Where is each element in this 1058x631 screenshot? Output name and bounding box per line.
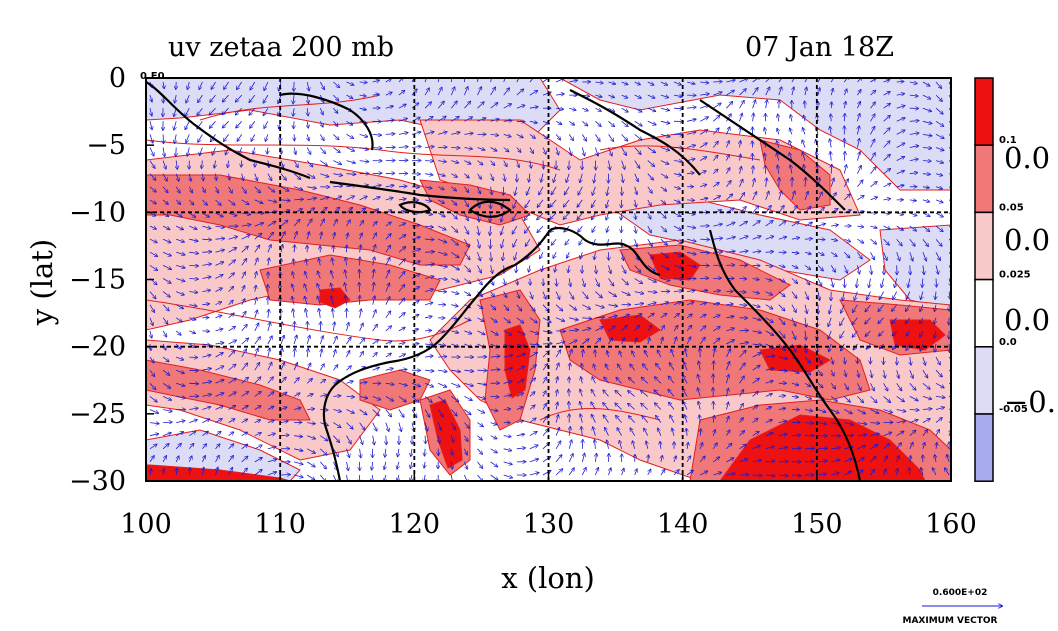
y-tick-label: −30 bbox=[69, 466, 126, 497]
coastline bbox=[146, 81, 862, 481]
max-vector-label: MAXIMUM VECTOR bbox=[902, 616, 997, 626]
x-tick-label: 150 bbox=[791, 509, 843, 540]
colorbar-big-label: 0.0 bbox=[1004, 141, 1050, 175]
colorbar-big-label: 0.0 bbox=[1004, 223, 1050, 257]
colorbar-box bbox=[974, 77, 994, 146]
y-axis-ticks: 0 −5 −10 −15 −20 −25 −30 bbox=[69, 63, 154, 497]
colorbar-small-label: 0.0 bbox=[999, 337, 1017, 348]
x-axis-label: x (lon) bbox=[501, 561, 595, 595]
y-tick-label: 0 bbox=[109, 63, 126, 94]
y-tick-label: −20 bbox=[69, 332, 126, 363]
wind-vectors bbox=[150, 78, 951, 481]
x-tick-label: 160 bbox=[925, 509, 977, 540]
colorbar-small-label: 0.1 bbox=[999, 135, 1017, 146]
max-vector-legend: 0.600E+02 MAXIMUM VECTOR bbox=[902, 588, 1002, 626]
colorbar-small-label: 0.05 bbox=[999, 202, 1024, 213]
colorbar-big-label: 0.0 bbox=[1004, 303, 1050, 337]
y-tick-label: −15 bbox=[69, 265, 126, 296]
colorbar-box bbox=[974, 278, 994, 348]
plot-title-left: uv zetaa 200 mb bbox=[168, 32, 394, 63]
y-tick-label: −5 bbox=[86, 130, 126, 161]
colorbar-box bbox=[974, 144, 994, 214]
y-tick-label: −25 bbox=[69, 399, 126, 430]
corner-label: 0.E0 bbox=[140, 71, 165, 82]
x-tick-label: 130 bbox=[523, 509, 575, 540]
colorbar-small-label: -0.05 bbox=[999, 404, 1028, 415]
colorbar-box bbox=[974, 413, 994, 482]
colorbar-small-label: 0.025 bbox=[999, 270, 1031, 281]
lat-lon-grid bbox=[146, 78, 951, 481]
colorbar-box bbox=[974, 211, 994, 281]
x-axis-ticks: 100 110 120 130 140 150 160 bbox=[120, 473, 977, 540]
x-tick-label: 100 bbox=[120, 509, 172, 540]
y-tick-label: −10 bbox=[69, 197, 126, 228]
x-tick-label: 140 bbox=[657, 509, 709, 540]
colorbar-big-label: −0. bbox=[1004, 385, 1056, 419]
plot-title-right: 07 Jan 18Z bbox=[745, 32, 894, 63]
x-tick-label: 120 bbox=[389, 509, 441, 540]
x-tick-label: 110 bbox=[254, 509, 306, 540]
y-axis-label: y (lat) bbox=[25, 239, 59, 326]
max-vector-value: 0.600E+02 bbox=[933, 588, 988, 598]
colorbar-box bbox=[974, 346, 994, 415]
